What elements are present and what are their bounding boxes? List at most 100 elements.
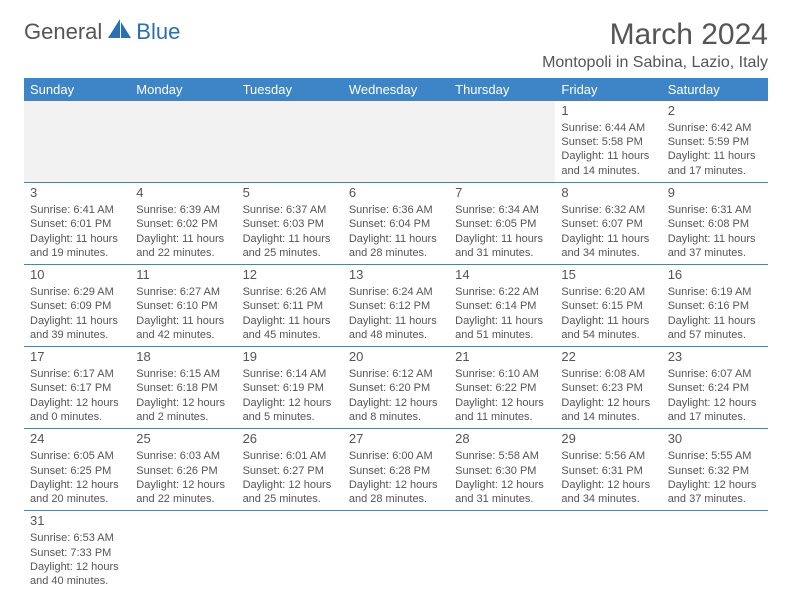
calendar-cell: 18Sunrise: 6:15 AMSunset: 6:18 PMDayligh… — [130, 347, 236, 429]
day-sunrise: Sunrise: 6:27 AM — [136, 285, 230, 299]
day-number: 12 — [243, 267, 337, 284]
day-day1: Daylight: 12 hours — [455, 478, 549, 492]
day-number: 1 — [561, 103, 655, 120]
day-day1: Daylight: 12 hours — [136, 396, 230, 410]
day-number: 23 — [668, 349, 762, 366]
day-day2: and 45 minutes. — [243, 328, 337, 342]
day-sunset: Sunset: 6:11 PM — [243, 299, 337, 313]
day-sunrise: Sunrise: 6:20 AM — [561, 285, 655, 299]
day-day2: and 0 minutes. — [30, 410, 124, 424]
calendar-cell: 23Sunrise: 6:07 AMSunset: 6:24 PMDayligh… — [662, 347, 768, 429]
day-sunrise: Sunrise: 6:36 AM — [349, 203, 443, 217]
day-sunrise: Sunrise: 6:44 AM — [561, 121, 655, 135]
day-day1: Daylight: 12 hours — [668, 396, 762, 410]
day-day2: and 28 minutes. — [349, 492, 443, 506]
day-sunrise: Sunrise: 6:08 AM — [561, 367, 655, 381]
weekday-header: Tuesday — [237, 78, 343, 101]
day-number: 7 — [455, 185, 549, 202]
calendar-cell: 16Sunrise: 6:19 AMSunset: 6:16 PMDayligh… — [662, 265, 768, 347]
day-day2: and 8 minutes. — [349, 410, 443, 424]
page-title: March 2024 — [542, 18, 768, 52]
calendar-cell: 3Sunrise: 6:41 AMSunset: 6:01 PMDaylight… — [24, 183, 130, 265]
calendar-cell: 7Sunrise: 6:34 AMSunset: 6:05 PMDaylight… — [449, 183, 555, 265]
day-number: 15 — [561, 267, 655, 284]
day-sunrise: Sunrise: 6:19 AM — [668, 285, 762, 299]
day-number: 21 — [455, 349, 549, 366]
day-sunrise: Sunrise: 6:15 AM — [136, 367, 230, 381]
calendar-cell — [343, 511, 449, 593]
calendar-cell — [237, 101, 343, 183]
calendar-cell — [130, 101, 236, 183]
day-sunset: Sunset: 6:05 PM — [455, 217, 549, 231]
calendar-cell: 29Sunrise: 5:56 AMSunset: 6:31 PMDayligh… — [555, 429, 661, 511]
day-day1: Daylight: 12 hours — [561, 478, 655, 492]
day-sunset: Sunset: 6:17 PM — [30, 381, 124, 395]
logo: General Blue — [24, 18, 180, 46]
day-day2: and 42 minutes. — [136, 328, 230, 342]
day-sunset: Sunset: 6:09 PM — [30, 299, 124, 313]
day-day2: and 31 minutes. — [455, 492, 549, 506]
day-sunset: Sunset: 5:59 PM — [668, 135, 762, 149]
day-day1: Daylight: 11 hours — [455, 314, 549, 328]
day-day1: Daylight: 11 hours — [349, 232, 443, 246]
logo-text-right: Blue — [136, 19, 180, 45]
day-sunset: Sunset: 6:31 PM — [561, 464, 655, 478]
day-sunrise: Sunrise: 6:42 AM — [668, 121, 762, 135]
day-sunrise: Sunrise: 6:14 AM — [243, 367, 337, 381]
day-sunset: Sunset: 6:14 PM — [455, 299, 549, 313]
day-day2: and 25 minutes. — [243, 246, 337, 260]
weekday-header: Friday — [555, 78, 661, 101]
calendar-cell — [130, 511, 236, 593]
day-day1: Daylight: 11 hours — [30, 232, 124, 246]
calendar-cell — [449, 101, 555, 183]
day-sunrise: Sunrise: 6:12 AM — [349, 367, 443, 381]
calendar-cell: 31Sunrise: 6:53 AMSunset: 7:33 PMDayligh… — [24, 511, 130, 593]
calendar-row: 24Sunrise: 6:05 AMSunset: 6:25 PMDayligh… — [24, 429, 768, 511]
day-sunset: Sunset: 6:12 PM — [349, 299, 443, 313]
day-sunset: Sunset: 6:08 PM — [668, 217, 762, 231]
calendar-cell: 8Sunrise: 6:32 AMSunset: 6:07 PMDaylight… — [555, 183, 661, 265]
day-sunset: Sunset: 6:28 PM — [349, 464, 443, 478]
day-day2: and 20 minutes. — [30, 492, 124, 506]
calendar-cell: 13Sunrise: 6:24 AMSunset: 6:12 PMDayligh… — [343, 265, 449, 347]
day-number: 13 — [349, 267, 443, 284]
day-day2: and 28 minutes. — [349, 246, 443, 260]
day-sunrise: Sunrise: 5:56 AM — [561, 449, 655, 463]
day-number: 25 — [136, 431, 230, 448]
day-day1: Daylight: 12 hours — [30, 396, 124, 410]
day-day1: Daylight: 12 hours — [30, 478, 124, 492]
calendar-cell: 22Sunrise: 6:08 AMSunset: 6:23 PMDayligh… — [555, 347, 661, 429]
day-sunrise: Sunrise: 6:22 AM — [455, 285, 549, 299]
day-day2: and 14 minutes. — [561, 164, 655, 178]
day-day1: Daylight: 11 hours — [668, 232, 762, 246]
day-sunset: Sunset: 6:19 PM — [243, 381, 337, 395]
day-day1: Daylight: 12 hours — [243, 396, 337, 410]
day-day1: Daylight: 11 hours — [561, 232, 655, 246]
day-sunset: Sunset: 6:32 PM — [668, 464, 762, 478]
calendar-cell: 10Sunrise: 6:29 AMSunset: 6:09 PMDayligh… — [24, 265, 130, 347]
day-day2: and 40 minutes. — [30, 574, 124, 588]
calendar-cell: 5Sunrise: 6:37 AMSunset: 6:03 PMDaylight… — [237, 183, 343, 265]
day-day2: and 5 minutes. — [243, 410, 337, 424]
header: General Blue March 2024 Montopoli in Sab… — [24, 18, 768, 72]
day-number: 24 — [30, 431, 124, 448]
calendar-cell: 28Sunrise: 5:58 AMSunset: 6:30 PMDayligh… — [449, 429, 555, 511]
day-sunset: Sunset: 6:03 PM — [243, 217, 337, 231]
day-number: 2 — [668, 103, 762, 120]
day-number: 3 — [30, 185, 124, 202]
day-day2: and 17 minutes. — [668, 410, 762, 424]
day-sunrise: Sunrise: 6:01 AM — [243, 449, 337, 463]
day-sunset: Sunset: 6:26 PM — [136, 464, 230, 478]
day-day2: and 17 minutes. — [668, 164, 762, 178]
day-number: 9 — [668, 185, 762, 202]
day-day1: Daylight: 11 hours — [136, 314, 230, 328]
day-number: 11 — [136, 267, 230, 284]
calendar-cell: 11Sunrise: 6:27 AMSunset: 6:10 PMDayligh… — [130, 265, 236, 347]
day-day1: Daylight: 11 hours — [561, 314, 655, 328]
calendar-cell: 15Sunrise: 6:20 AMSunset: 6:15 PMDayligh… — [555, 265, 661, 347]
day-number: 18 — [136, 349, 230, 366]
day-sunrise: Sunrise: 6:00 AM — [349, 449, 443, 463]
day-day1: Daylight: 12 hours — [349, 396, 443, 410]
day-day2: and 22 minutes. — [136, 246, 230, 260]
day-number: 6 — [349, 185, 443, 202]
